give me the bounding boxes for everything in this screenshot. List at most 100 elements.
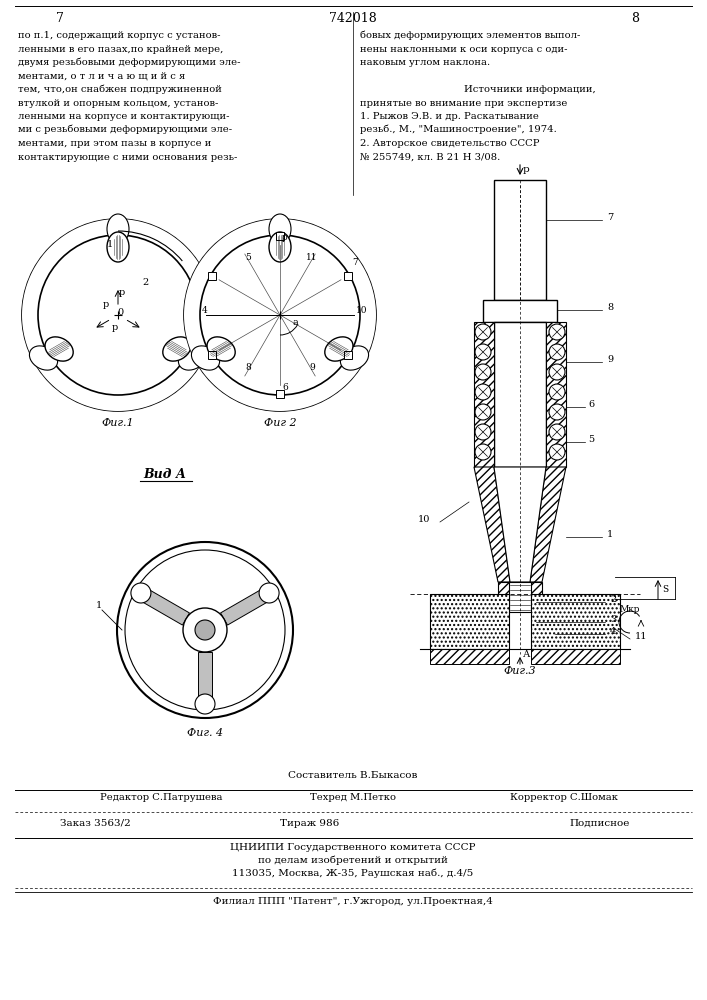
Circle shape: [475, 384, 491, 400]
Text: Фиг.1: Фиг.1: [102, 418, 134, 428]
Polygon shape: [546, 322, 566, 467]
Circle shape: [549, 344, 565, 360]
Text: контактирующие с ними основания резь-: контактирующие с ними основания резь-: [18, 152, 238, 161]
Polygon shape: [498, 582, 510, 600]
Text: 1. Рыжов Э.В. и др. Раскатывание: 1. Рыжов Э.В. и др. Раскатывание: [360, 112, 539, 121]
Ellipse shape: [178, 346, 206, 370]
Text: двумя резьбовыми деформирующими эле-: двумя резьбовыми деформирующими эле-: [18, 57, 240, 67]
Polygon shape: [474, 467, 510, 582]
Circle shape: [549, 424, 565, 440]
Circle shape: [475, 344, 491, 360]
Text: ми с резьбовыми деформирующими эле-: ми с резьбовыми деформирующими эле-: [18, 125, 232, 134]
Text: p: p: [522, 165, 530, 174]
Text: p: p: [103, 300, 109, 309]
Text: 10: 10: [356, 306, 368, 315]
Text: Источники информации,: Источники информации,: [464, 85, 596, 94]
Circle shape: [184, 219, 376, 411]
Text: 8: 8: [607, 303, 613, 312]
Text: по п.1, содержащий корпус с установ-: по п.1, содержащий корпус с установ-: [18, 31, 221, 40]
Circle shape: [125, 550, 285, 710]
Text: нены наклонными к оси корпуса с оди-: нены наклонными к оси корпуса с оди-: [360, 44, 568, 53]
Text: № 255749, кл. В 21 Н 3/08.: № 255749, кл. В 21 Н 3/08.: [360, 152, 501, 161]
Polygon shape: [22, 219, 214, 411]
Text: 4: 4: [202, 306, 208, 315]
Circle shape: [117, 542, 293, 718]
Text: 1: 1: [96, 601, 102, 610]
Ellipse shape: [269, 232, 291, 262]
Bar: [483, 300, 557, 322]
Polygon shape: [221, 590, 267, 625]
Ellipse shape: [325, 337, 353, 361]
Ellipse shape: [340, 346, 368, 370]
Text: ленными на корпусе и контактирующи-: ленными на корпусе и контактирующи-: [18, 112, 230, 121]
Text: 1: 1: [607, 530, 613, 539]
Circle shape: [38, 235, 198, 395]
Text: принятые во внимание при экспертизе: принятые во внимание при экспертизе: [360, 99, 568, 107]
Text: 7: 7: [607, 213, 613, 222]
Ellipse shape: [192, 346, 220, 370]
Text: a: a: [292, 318, 298, 327]
Text: наковым углом наклона.: наковым углом наклона.: [360, 58, 490, 67]
Text: 113035, Москва, Ж-35, Раушская наб., д.4/5: 113035, Москва, Ж-35, Раушская наб., д.4…: [233, 868, 474, 878]
Text: Мкр: Мкр: [620, 605, 641, 614]
Text: 6: 6: [588, 400, 594, 409]
Text: ментами, при этом пазы в корпусе и: ментами, при этом пазы в корпусе и: [18, 139, 211, 148]
Text: 4: 4: [610, 627, 617, 636]
Ellipse shape: [30, 346, 58, 370]
Text: S: S: [662, 585, 668, 594]
Text: Корректор С.Шомак: Корректор С.Шомак: [510, 793, 618, 802]
Polygon shape: [531, 594, 620, 649]
Text: ленными в его пазах,по крайней мере,: ленными в его пазах,по крайней мере,: [18, 44, 223, 53]
Text: 11: 11: [635, 632, 648, 641]
Text: 11: 11: [306, 253, 317, 262]
Text: p: p: [119, 288, 125, 297]
Text: 742018: 742018: [329, 12, 377, 25]
Text: Тираж 986: Тираж 986: [281, 819, 339, 828]
Polygon shape: [494, 467, 546, 582]
Text: Составитель В.Быкасов: Составитель В.Быкасов: [288, 771, 418, 780]
Ellipse shape: [107, 214, 129, 244]
Ellipse shape: [207, 337, 235, 361]
Text: p: p: [282, 233, 288, 242]
Circle shape: [195, 694, 215, 714]
Circle shape: [475, 324, 491, 340]
Text: 8: 8: [245, 363, 251, 372]
Polygon shape: [430, 649, 509, 664]
Ellipse shape: [107, 232, 129, 262]
Text: А: А: [523, 650, 530, 659]
Text: 2: 2: [143, 278, 149, 287]
Bar: [494, 180, 546, 300]
Circle shape: [22, 219, 214, 411]
Text: 5: 5: [588, 435, 594, 444]
Text: Подписное: Подписное: [570, 819, 630, 828]
Polygon shape: [430, 594, 509, 649]
Circle shape: [200, 235, 360, 395]
Text: Фиг 2: Фиг 2: [264, 418, 296, 428]
Text: 1: 1: [107, 240, 113, 249]
Circle shape: [549, 324, 565, 340]
Circle shape: [259, 583, 279, 603]
Circle shape: [475, 364, 491, 380]
Text: тем, что,он снабжен подпружиненной: тем, что,он снабжен подпружиненной: [18, 85, 222, 94]
Bar: [208, 351, 216, 359]
Text: Фиг.3: Фиг.3: [503, 666, 537, 676]
Circle shape: [183, 608, 227, 652]
Ellipse shape: [45, 337, 74, 361]
Circle shape: [131, 583, 151, 603]
Ellipse shape: [163, 337, 191, 361]
Circle shape: [475, 404, 491, 420]
Text: 7: 7: [352, 258, 358, 267]
Polygon shape: [530, 467, 566, 582]
Bar: [344, 351, 352, 359]
Text: ЦНИИПИ Государственного комитета СССР: ЦНИИПИ Государственного комитета СССР: [230, 843, 476, 852]
Text: Вид А: Вид А: [144, 468, 187, 481]
Polygon shape: [530, 582, 542, 600]
Text: 9: 9: [607, 355, 613, 364]
Polygon shape: [531, 649, 620, 664]
Circle shape: [475, 424, 491, 440]
Text: 9: 9: [309, 363, 315, 372]
Text: p: p: [112, 323, 118, 332]
Text: Филиал ППП "Патент", г.Ужгород, ул.Проектная,4: Филиал ППП "Патент", г.Ужгород, ул.Проек…: [213, 897, 493, 906]
Text: 7: 7: [56, 12, 64, 25]
Ellipse shape: [269, 214, 291, 244]
